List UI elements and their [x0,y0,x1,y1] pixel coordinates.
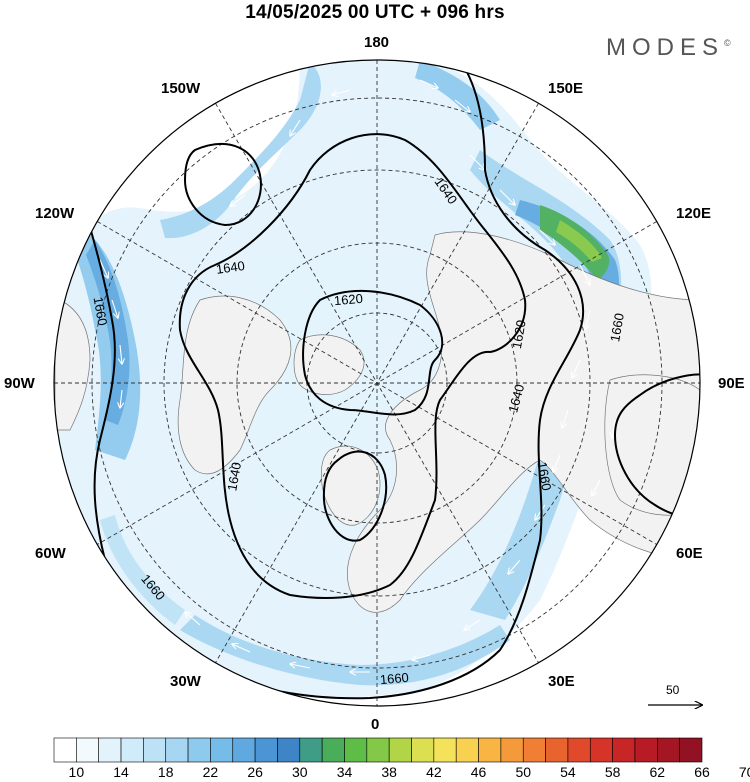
modes-logo: MODES© [606,34,731,62]
colorbar-tick-label: 30 [292,764,308,780]
colorbar-swatch [254,737,278,763]
contour-label: 1620 [333,291,363,308]
brand-name: MODES [606,34,725,61]
colorbar-tick-label: 66 [694,764,710,780]
copyright-mark: © [724,38,731,48]
contour-label: 1660 [535,461,555,492]
lon-label-150w: 150W [161,80,201,97]
reference-vector-label: 50 [666,683,680,697]
colorbar-tick-label: 18 [158,764,174,780]
colorbar-swatch [143,737,167,763]
colorbar-swatch [388,737,412,763]
colorbar-swatch [321,737,345,763]
colorbar-swatch [679,737,703,763]
contour-label: 1640 [505,382,527,414]
contour-label: 1660 [379,670,409,687]
colorbar-swatch [98,737,122,763]
lon-label-30w: 30W [170,673,201,690]
colorbar-tick-label: 42 [426,764,442,780]
colorbar-swatch [522,737,546,763]
lon-label-0: 0 [371,716,380,733]
colorbar-swatch [612,737,636,763]
colorbar-tick-label: 14 [113,764,129,780]
land-masses [54,231,700,613]
colorbar-swatch [366,737,390,763]
colorbar-tick-label: 54 [560,764,576,780]
colorbar-tick-label: 50 [515,764,531,780]
colorbar-swatch [433,737,457,763]
contour-label: 1640 [215,258,246,277]
lon-label-90w: 90W [4,375,35,392]
map-title: 14/05/2025 00 UTC + 096 hrs [245,2,505,23]
height-contours [87,60,700,700]
contour-label: 1660 [607,312,627,343]
lon-label-90e: 90E [718,375,745,392]
colorbar-tick-label: 70 [739,764,750,780]
colorbar-swatch [277,737,301,763]
lon-label-120e: 120E [676,205,712,222]
map-border [53,59,701,707]
colorbar-swatch [478,737,502,763]
colorbar-swatch [455,737,479,763]
colorbar-swatch [567,737,591,763]
colorbar-swatch [589,737,613,763]
lon-label-120w: 120W [35,205,75,222]
contour-label: 1620 [509,319,529,350]
colorbar-swatch [411,737,435,763]
colorbar-tick-label: 26 [247,764,263,780]
lon-label-60w: 60W [35,545,66,562]
colorbar-tick-label: 10 [69,764,85,780]
colorbar-swatch [299,737,323,763]
colorbar-tick-label: 58 [605,764,621,780]
colorbar-swatch [210,737,234,763]
colorbar-swatch [165,737,189,763]
map-disc: 1640 1640 1640 1660 1660 1620 1620 1640 … [54,60,700,706]
colorbar-tick-label: 46 [471,764,487,780]
colorbar-swatch [500,737,524,763]
colorbar-swatch [344,737,368,763]
contour-label: 1640 [224,461,244,492]
colorbar-swatch [657,737,680,763]
colorbar-swatches [53,737,703,763]
colorbar-swatch [545,737,569,763]
colorbar-tick-label: 22 [203,764,219,780]
colorbar-swatch [76,737,99,763]
colorbar-swatch [187,737,211,763]
wind-vectors [99,79,615,672]
colorbar-swatch [53,737,77,763]
lon-label-30e: 30E [548,673,575,690]
colorbar-tick-label: 34 [337,764,353,780]
wind-speed-shading [54,60,652,698]
contour-label: 1660 [91,296,111,327]
colorbar-tick-label: 62 [650,764,666,780]
lon-label-60e: 60E [676,545,703,562]
colorbar-swatch [634,737,658,763]
colorbar-swatch [232,737,256,763]
colorbar-tick-label: 38 [381,764,397,780]
colorbar-swatch [120,737,144,763]
reference-vector: 50 [648,683,702,705]
lon-label-180: 180 [364,34,390,51]
colorbar-tick-labels: 10 14 18 22 26 30 34 38 42 46 50 54 58 62 66 70 [69,764,750,780]
lon-label-150e: 150E [548,80,584,97]
